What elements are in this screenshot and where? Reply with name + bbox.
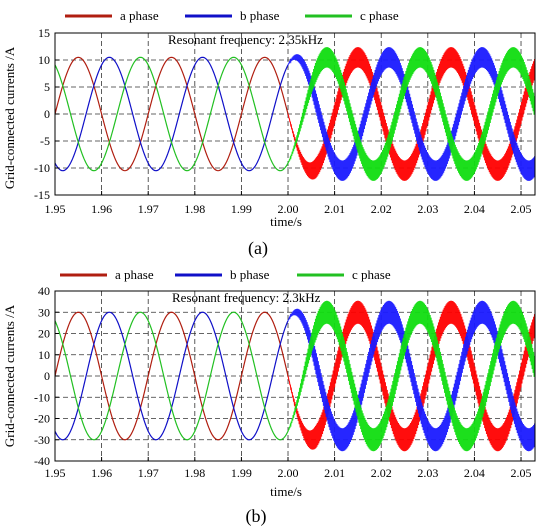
x-tick-label: 1.95 [45,466,66,480]
y-tick-label: 15 [38,26,50,40]
legend-label-a-phase: a phase [120,8,159,23]
legend-a: a phase b phase c phase [65,8,399,23]
x-tick-label: 2.04 [464,202,485,216]
x-tick-label: 2.01 [324,466,345,480]
legend-label-c-phase: c phase [360,8,399,23]
x-tick-label: 1.98 [184,466,205,480]
x-axis-label-b: time/s [270,484,302,499]
legend-label-b-phase: b phase [240,8,280,23]
x-tick-label: 1.99 [231,466,252,480]
x-tick-label: 1.96 [91,466,112,480]
x-tick-label: 1.99 [231,202,252,216]
y-tick-label: -10 [34,390,50,404]
x-tick-label: 2.00 [278,466,299,480]
panel-label-b: (b) [246,506,267,527]
y-tick-label: 40 [38,284,50,298]
series-line-c-phase [55,311,289,441]
y-tick-label: -15 [34,188,50,202]
x-tick-label: 2.05 [511,202,532,216]
y-tick-label: 5 [44,80,50,94]
series-group [55,300,535,452]
plot-area-a: 1.95 1.96 1.97 1.98 1.99 2.00 2.01 2.02 2.03 2.04… [34,26,536,216]
x-tick-label: 2.03 [417,466,438,480]
legend-label-b-phase: b phase [230,267,270,282]
x-tick-label: 2.03 [417,202,438,216]
y-tick-label: 10 [38,53,50,67]
series-group [55,47,535,181]
x-tick-label: 2.01 [324,202,345,216]
y-tick-label: -20 [34,412,50,426]
annotation-b: Resonant frequency: 2.3kHz [172,290,321,305]
x-tick-label: 1.98 [184,202,205,216]
y-tick-label: 30 [38,305,50,319]
panel-label-a: (a) [248,238,268,259]
x-tick-label: 2.05 [511,466,532,480]
series-line-c-phase [55,56,289,172]
y-tick-label: 0 [44,369,50,383]
plot-area-b: 1.95 1.96 1.97 1.98 1.99 2.00 2.01 2.02 2.03 2.04… [34,284,536,480]
annotation-a: Resonant frequency: 2.35kHz [168,32,323,47]
x-tick-label: 1.97 [138,202,159,216]
y-axis-label-b: Grid-connected currents /A [2,304,17,447]
x-tick-label: 2.00 [278,202,299,216]
x-tick-label: 1.97 [138,466,159,480]
y-tick-label: 0 [44,107,50,121]
legend-label-a-phase: a phase [115,267,154,282]
series-resonant-b-phase [287,47,535,181]
x-tick-label: 2.04 [464,466,485,480]
series-resonant-b-phase [287,300,535,452]
legend-b: a phase b phase c phase [60,267,391,282]
x-tick-label: 1.96 [91,202,112,216]
y-axis-label-a: Grid-connected currents /A [2,46,17,189]
x-tick-label: 2.02 [371,466,392,480]
legend-label-c-phase: c phase [352,267,391,282]
y-tick-label: -30 [34,433,50,447]
y-tick-label: 20 [38,327,50,341]
y-tick-label: -10 [34,161,50,175]
x-tick-label: 2.02 [371,202,392,216]
x-tick-label: 1.95 [45,202,66,216]
series-resonant-c-phase [287,47,535,181]
chart-panel-b: a phase b phase c phase 1.95 1.96 1.97 1.98… [2,267,536,527]
y-tick-label: -5 [40,134,50,148]
x-axis-label-a: time/s [270,214,302,229]
chart-panel-a: a phase b phase c phase 1.95 1.96 1.97 1.98… [2,8,536,259]
y-tick-label: -40 [34,454,50,468]
series-resonant-c-phase [287,300,535,452]
y-tick-label: 10 [38,348,50,362]
